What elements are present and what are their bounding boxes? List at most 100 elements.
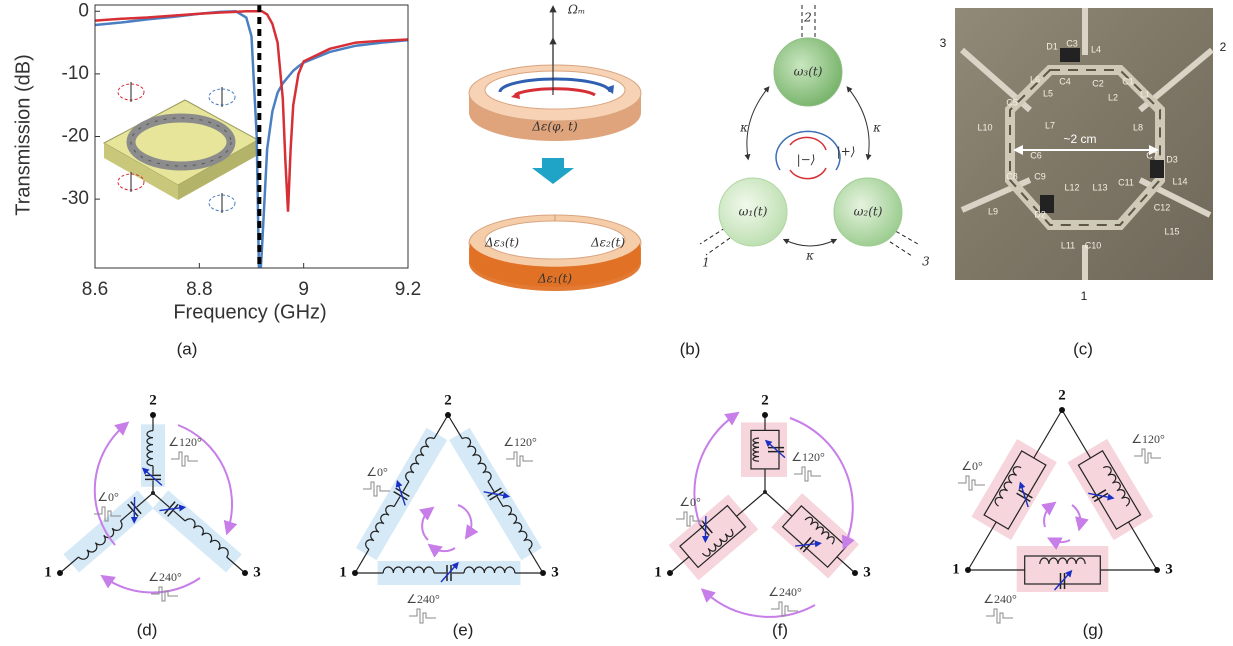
component-label: C5	[1006, 97, 1018, 107]
component-label: C7	[1146, 150, 1158, 160]
coupling-label: κ	[805, 249, 814, 263]
panel-label: (c)	[1073, 339, 1093, 358]
phase-label: ∠120°	[503, 435, 537, 449]
port-label: 3	[253, 564, 261, 580]
highlight	[771, 493, 859, 578]
wire	[968, 522, 996, 570]
component-label: L6	[1030, 74, 1040, 84]
component-label: C9	[1034, 171, 1046, 181]
rotation-label: Ωₘ	[567, 3, 585, 17]
highlight	[1017, 546, 1109, 592]
port-label: 3	[940, 36, 947, 50]
circuit-branch	[145, 484, 253, 582]
phase-label: ∠0°	[679, 495, 701, 509]
port-label: 1	[702, 256, 710, 270]
circuit-branch	[141, 415, 165, 493]
component-label: C3	[1066, 38, 1078, 48]
junction	[151, 491, 155, 495]
component-label: L2	[1108, 92, 1118, 102]
phase-wave	[506, 452, 533, 466]
y-tick-label: -30	[62, 188, 89, 209]
component-label: C1	[1122, 76, 1134, 86]
phase-wave	[794, 467, 821, 481]
component-label: L7	[1045, 120, 1055, 130]
component-label: C8	[1006, 171, 1018, 181]
wire	[529, 549, 543, 573]
port-node	[1059, 407, 1065, 413]
wire	[434, 415, 448, 439]
phase-label: ∠120°	[791, 450, 825, 464]
port-label: 1	[952, 561, 960, 577]
y-tick-label: 0	[78, 0, 89, 21]
rotation-arrow	[458, 505, 471, 535]
highlight	[152, 490, 241, 572]
resonator-label: ω₁(t)	[739, 205, 768, 219]
component-label: D3	[1166, 154, 1178, 164]
component-label: L1	[1140, 89, 1150, 99]
port-label: 1	[44, 564, 52, 580]
x-tick-label: 9	[298, 279, 309, 300]
component-label: C6	[1030, 150, 1042, 160]
panel-label: (b)	[680, 339, 701, 358]
y-tick-label: -20	[62, 126, 89, 147]
circuit-branch	[968, 546, 1157, 592]
port-label: 2	[1220, 40, 1227, 54]
port-node	[540, 570, 546, 576]
port-node	[445, 412, 451, 418]
component-label: L10	[977, 122, 992, 132]
port-node	[852, 570, 858, 576]
phase-wave	[986, 609, 1013, 623]
scale-label: ~2 cm	[1063, 132, 1096, 146]
phase-wave	[1134, 449, 1161, 463]
circuit-branch	[345, 409, 459, 579]
port-label: 2	[803, 11, 812, 25]
port-node	[150, 412, 156, 418]
component-label: C2	[1092, 78, 1104, 88]
component-label: L5	[1043, 88, 1053, 98]
port-node	[352, 570, 358, 576]
phase-label: ∠0°	[97, 490, 119, 504]
port-label: 3	[551, 564, 559, 580]
port-node	[57, 570, 63, 576]
coupling-label: κ	[739, 121, 748, 135]
wire	[737, 492, 766, 516]
resonator-label: ω₂(t)	[854, 205, 883, 219]
segment-label: Δε₃(t)	[484, 236, 519, 250]
port-label: 2	[444, 392, 452, 408]
rotation-arrow	[1052, 540, 1070, 542]
component-label: L11	[1061, 240, 1075, 250]
panel-label: (g)	[1083, 620, 1104, 639]
panel-label: (e)	[453, 620, 474, 639]
port-label: 2	[761, 392, 769, 408]
phase-label: ∠0°	[366, 465, 388, 479]
resonator-diagram	[700, 5, 918, 256]
state-label: |−⟩	[797, 153, 816, 167]
phase-wave	[363, 482, 390, 496]
component-label: L9	[988, 206, 998, 216]
port-label: 1	[339, 564, 347, 580]
wire	[355, 549, 369, 573]
panel-label: (d)	[137, 620, 158, 639]
component-label: C12	[1154, 202, 1171, 212]
wire	[1034, 410, 1062, 458]
component-label: C10	[1085, 240, 1102, 250]
segment-label: Δε₂(t)	[590, 236, 625, 250]
wire	[765, 492, 792, 516]
component-label: C4	[1059, 76, 1071, 86]
phase-label: ∠240°	[768, 585, 802, 599]
y-axis-label: Transmission (dB)	[12, 54, 34, 216]
port-label: 1	[1081, 289, 1088, 303]
coupling-label: κ	[872, 121, 881, 135]
figure: Frequency (GHz) Transmission (dB) (a) (b…	[0, 0, 1233, 646]
phase-label: ∠240°	[148, 570, 182, 584]
phase-wave	[958, 476, 985, 490]
panel-label: (a)	[177, 339, 198, 358]
phase-label: ∠120°	[168, 435, 202, 449]
port-label: 1	[654, 564, 662, 580]
state-label: |+⟩	[837, 145, 856, 159]
port-label: 3	[1165, 561, 1173, 577]
segment-label: Δε₁(t)	[537, 272, 572, 286]
wire	[1062, 410, 1091, 458]
circuit-branch	[656, 475, 781, 591]
component-label: L4	[1091, 44, 1101, 54]
